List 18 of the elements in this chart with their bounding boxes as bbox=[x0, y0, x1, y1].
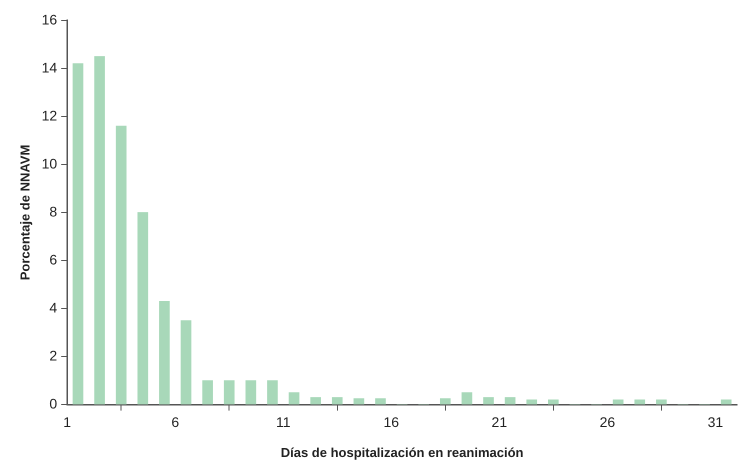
x-tick-label: 1 bbox=[63, 414, 72, 430]
x-tick-label: 16 bbox=[383, 414, 400, 430]
y-tick-label: 10 bbox=[42, 155, 58, 172]
y-tick-label: 8 bbox=[49, 203, 58, 220]
y-tick-label: 16 bbox=[42, 11, 58, 28]
y-axis-title: Porcentaje de NNAVM bbox=[17, 144, 32, 280]
x-tick-label: 31 bbox=[708, 414, 724, 430]
x-tick-label: 26 bbox=[600, 414, 616, 430]
y-tick-label: 0 bbox=[49, 395, 58, 412]
y-tick-label: 6 bbox=[49, 251, 58, 268]
x-tick-label: 21 bbox=[492, 414, 508, 430]
y-tick-label: 12 bbox=[42, 107, 58, 124]
x-axis-title: Días de hospitalización en reanimación bbox=[280, 444, 524, 460]
x-tick-label: 11 bbox=[276, 414, 291, 430]
y-tick-label: 14 bbox=[42, 59, 58, 76]
y-tick-label: 2 bbox=[49, 347, 58, 364]
y-tick-label: 4 bbox=[49, 299, 58, 316]
x-tick-label: 6 bbox=[171, 414, 180, 430]
